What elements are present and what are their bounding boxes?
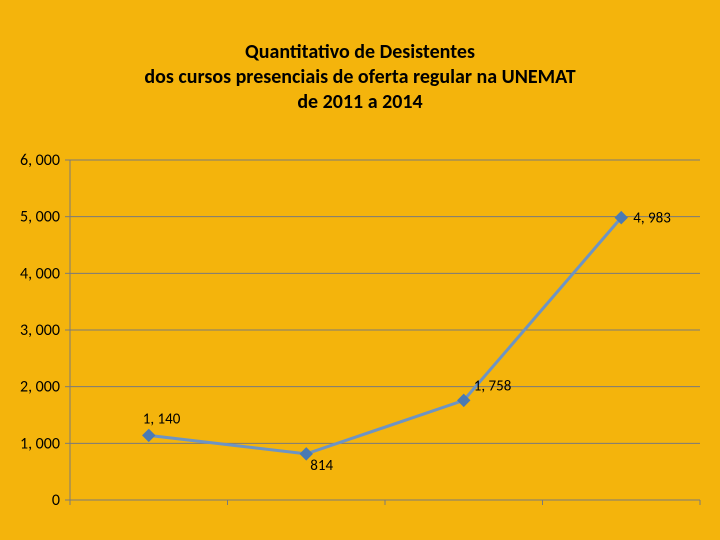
data-marker bbox=[143, 429, 155, 441]
y-axis-label: 5, 000 bbox=[20, 208, 60, 227]
data-label: 1, 758 bbox=[474, 377, 512, 395]
y-axis-label: 4, 000 bbox=[20, 264, 60, 283]
title-line2: dos cursos presenciais de oferta regular… bbox=[0, 65, 720, 90]
data-label: 814 bbox=[310, 457, 333, 475]
title-line3: de 2011 a 2014 bbox=[0, 90, 720, 115]
chart-title: Quantitativo de Desistentes dos cursos p… bbox=[0, 40, 720, 115]
line-chart: 0 1, 000 2, 000 3, 000 4, 000 5, 000 6, 000 1, … bbox=[10, 150, 710, 530]
data-label: 1, 140 bbox=[143, 410, 181, 428]
y-axis-label: 3, 000 bbox=[20, 321, 60, 340]
y-axis-label: 2, 000 bbox=[20, 378, 60, 397]
data-label: 4, 983 bbox=[633, 210, 671, 228]
title-line1: Quantitativo de Desistentes bbox=[0, 40, 720, 65]
series-line bbox=[149, 218, 622, 454]
y-axis-label: 1, 000 bbox=[20, 434, 60, 453]
slide: Quantitativo de Desistentes dos cursos p… bbox=[0, 0, 720, 540]
y-axis-label: 0 bbox=[52, 491, 60, 510]
y-axis-label: 6, 000 bbox=[20, 151, 60, 170]
